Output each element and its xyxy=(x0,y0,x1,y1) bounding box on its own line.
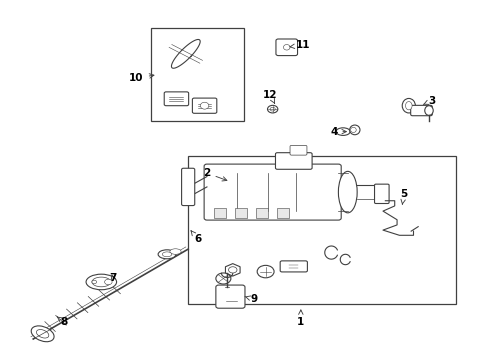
FancyBboxPatch shape xyxy=(275,153,311,169)
FancyBboxPatch shape xyxy=(410,105,431,116)
Ellipse shape xyxy=(350,127,355,132)
Text: 9: 9 xyxy=(244,294,257,304)
Ellipse shape xyxy=(402,98,414,113)
Text: 12: 12 xyxy=(263,90,277,103)
Text: 6: 6 xyxy=(191,231,201,244)
Ellipse shape xyxy=(169,249,181,254)
Circle shape xyxy=(257,265,273,278)
FancyBboxPatch shape xyxy=(192,98,216,113)
Ellipse shape xyxy=(92,280,97,284)
Ellipse shape xyxy=(424,106,432,115)
FancyBboxPatch shape xyxy=(164,92,188,106)
Ellipse shape xyxy=(349,125,359,135)
Text: 4: 4 xyxy=(329,127,346,136)
Bar xyxy=(188,156,455,305)
Text: 7: 7 xyxy=(109,274,117,283)
Bar xyxy=(277,208,288,218)
FancyBboxPatch shape xyxy=(280,261,307,272)
Bar xyxy=(150,28,244,121)
Text: 11: 11 xyxy=(289,40,310,50)
Ellipse shape xyxy=(37,329,49,338)
Text: 8: 8 xyxy=(57,317,67,327)
Text: 10: 10 xyxy=(129,73,154,83)
Text: 3: 3 xyxy=(423,95,435,105)
Ellipse shape xyxy=(92,277,110,287)
FancyBboxPatch shape xyxy=(275,39,297,55)
Bar xyxy=(235,208,246,218)
Bar xyxy=(256,208,267,218)
Ellipse shape xyxy=(283,45,289,50)
Ellipse shape xyxy=(158,250,176,259)
Ellipse shape xyxy=(267,105,277,113)
Ellipse shape xyxy=(104,279,112,285)
Circle shape xyxy=(228,267,237,273)
Ellipse shape xyxy=(338,171,356,213)
Ellipse shape xyxy=(31,326,54,342)
FancyBboxPatch shape xyxy=(289,145,306,155)
FancyBboxPatch shape xyxy=(215,285,244,308)
FancyBboxPatch shape xyxy=(181,168,194,206)
FancyBboxPatch shape xyxy=(203,164,341,220)
Circle shape xyxy=(215,273,230,284)
Ellipse shape xyxy=(335,128,349,135)
Ellipse shape xyxy=(162,252,171,257)
Text: 5: 5 xyxy=(400,189,407,204)
Text: 1: 1 xyxy=(297,310,304,327)
FancyBboxPatch shape xyxy=(374,184,388,203)
Ellipse shape xyxy=(200,102,208,109)
Bar xyxy=(214,208,225,218)
Ellipse shape xyxy=(86,274,116,290)
Ellipse shape xyxy=(405,102,411,110)
Ellipse shape xyxy=(269,107,275,111)
Text: 2: 2 xyxy=(203,168,226,181)
